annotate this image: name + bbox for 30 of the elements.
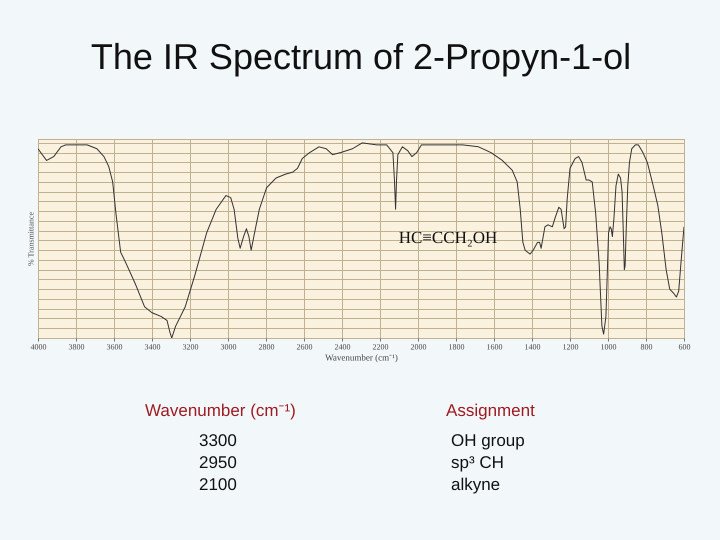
x-tick-label: 3400 — [144, 342, 160, 352]
x-tick-label: 2200 — [372, 342, 388, 352]
x-tick-label: 1200 — [562, 342, 578, 352]
x-tick-label: 3800 — [68, 342, 84, 352]
text: sp³ CH — [451, 453, 504, 472]
x-tick-label: 800 — [640, 342, 652, 352]
x-tick-label: 2000 — [410, 342, 426, 352]
x-tick-label: 1000 — [600, 342, 616, 352]
x-axis-title: Wavenumber (cm⁻¹) — [325, 352, 398, 362]
annotation: HC≡CCH₂OH — [398, 228, 498, 247]
text: 3300 — [199, 431, 237, 450]
text: 2100 — [199, 475, 237, 494]
y-axis-title: % Transmittance — [26, 212, 36, 266]
x-tick-label: 600 — [678, 342, 690, 352]
text: Assignment — [446, 401, 536, 420]
x-tick-label: 4000 — [30, 342, 46, 352]
x-tick-label: 2600 — [296, 342, 312, 352]
x-tick-label: 3000 — [220, 342, 236, 352]
x-tick-label: 3200 — [182, 342, 198, 352]
text: Wavenumber (cm⁻¹) — [145, 401, 296, 420]
x-tick-label: 2800 — [258, 342, 274, 352]
chart-title: The IR Spectrum of 2-Propyn-1-ol — [90, 36, 632, 77]
text: alkyne — [451, 475, 500, 494]
text: OH group — [451, 431, 525, 450]
x-tick-label: 1800 — [448, 342, 464, 352]
x-tick-label: 3600 — [106, 342, 122, 352]
x-tick-label: 1600 — [486, 342, 502, 352]
text: 2950 — [199, 453, 237, 472]
x-tick-label: 1400 — [524, 342, 540, 352]
x-tick-label: 2400 — [334, 342, 350, 352]
